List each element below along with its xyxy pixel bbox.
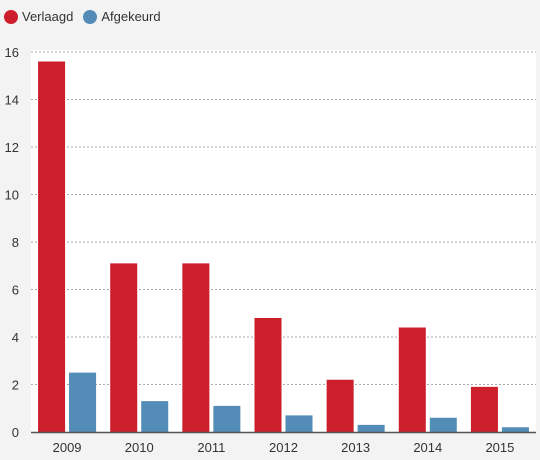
bar-verlaagd-2010 — [110, 263, 138, 432]
legend-label-verlaagd: Verlaagd — [22, 9, 74, 24]
bar-afgekeurd-2009 — [69, 372, 97, 432]
y-tick-label: 6 — [12, 283, 19, 298]
x-tick-label: 2009 — [53, 440, 82, 455]
y-tick-label: 10 — [5, 188, 19, 203]
plot-background — [31, 50, 536, 432]
y-tick-label: 12 — [5, 140, 19, 155]
y-tick-label: 8 — [12, 235, 19, 250]
legend-item-afgekeurd[interactable]: Afgekeurd — [83, 9, 161, 24]
legend: Verlaagd Afgekeurd — [4, 9, 171, 24]
x-tick-label: 2015 — [485, 440, 514, 455]
bar-verlaagd-2015 — [470, 386, 498, 432]
bar-afgekeurd-2013 — [357, 424, 385, 432]
legend-marker-verlaagd — [4, 9, 18, 24]
bar-verlaagd-2012 — [254, 318, 282, 432]
bar-verlaagd-2013 — [326, 379, 354, 432]
bar-afgekeurd-2011 — [213, 405, 241, 432]
bar-verlaagd-2014 — [398, 327, 426, 432]
y-tick-label: 2 — [12, 378, 19, 393]
bar-afgekeurd-2015 — [501, 427, 529, 432]
y-tick-label: 14 — [5, 93, 19, 108]
x-tick-label: 2010 — [125, 440, 154, 455]
legend-label-afgekeurd: Afgekeurd — [101, 9, 161, 24]
x-tick-label: 2012 — [269, 440, 298, 455]
y-tick-label: 4 — [12, 330, 19, 345]
x-tick-label: 2014 — [413, 440, 442, 455]
y-tick-label: 0 — [12, 425, 19, 440]
bar-afgekeurd-2012 — [285, 415, 313, 432]
bar-afgekeurd-2010 — [141, 401, 169, 432]
x-tick-label: 2013 — [341, 440, 370, 455]
legend-marker-afgekeurd — [83, 9, 98, 24]
bar-afgekeurd-2014 — [429, 417, 457, 432]
legend-item-verlaagd[interactable]: Verlaagd — [4, 9, 73, 24]
y-tick-label: 16 — [5, 45, 19, 60]
bar-verlaagd-2009 — [38, 61, 66, 432]
x-tick-label: 2011 — [197, 440, 225, 455]
bar-verlaagd-2011 — [182, 263, 210, 432]
